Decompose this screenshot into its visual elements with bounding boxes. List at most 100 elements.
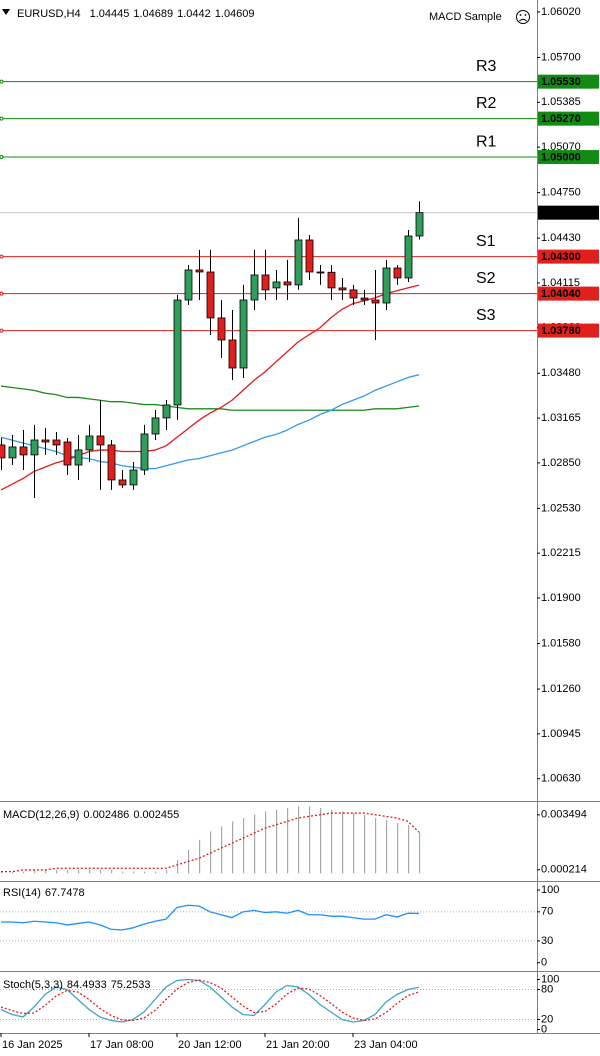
candle-body	[393, 267, 402, 279]
y-tick-label: 70	[541, 906, 553, 918]
y-tick-label: 1.01260	[541, 683, 581, 695]
level-name: R2	[476, 95, 497, 112]
candle-body	[63, 441, 72, 466]
candle-body	[0, 444, 6, 459]
macd-bar	[133, 871, 135, 874]
y-tick-label: 1.04750	[541, 187, 581, 199]
level-price-box	[538, 286, 599, 301]
y-tick-label: 1.05070	[541, 141, 581, 153]
icon-eye	[519, 14, 522, 16]
candle-body	[294, 239, 303, 286]
macd-bar	[419, 831, 421, 874]
menu-arrow[interactable]	[2, 9, 10, 15]
level-name: R3	[476, 58, 497, 75]
y-tick-label: 1.05700	[541, 51, 581, 63]
open: 1.04445	[90, 8, 130, 20]
level-price-box	[538, 74, 599, 89]
x-tick-label: 21 Jan 20:00	[266, 1039, 330, 1051]
rsi-line	[1, 904, 420, 931]
candle-body	[96, 435, 105, 446]
candle-body	[382, 267, 391, 304]
y-tick-label: 0.003494	[541, 809, 587, 821]
candle-body	[371, 299, 380, 304]
level-price-label: 1.05270	[541, 113, 581, 125]
macd-bar	[67, 869, 69, 874]
candle-body	[338, 287, 347, 291]
high: 1.04689	[133, 8, 173, 20]
level-price-label: 1.05000	[541, 151, 581, 163]
macd-bar	[331, 809, 333, 874]
macd-bar	[353, 813, 355, 874]
candle-body	[19, 446, 28, 456]
macd-signal	[1, 812, 420, 873]
icon-eye	[524, 14, 527, 16]
macd-name: MACD(12,26,9)	[3, 809, 79, 821]
y-tick-label: 0	[541, 1023, 547, 1035]
rsi-title: RSI(14) 67.7478	[3, 887, 85, 899]
stoch-signal-value: 75.2533	[111, 979, 151, 991]
candle-body	[52, 439, 61, 446]
level-anchor	[0, 291, 4, 296]
macd-bar	[232, 821, 234, 874]
macd-bar	[23, 871, 25, 874]
y-tick-label: 20	[541, 1013, 553, 1025]
macd-bar	[287, 808, 289, 874]
candle-body	[206, 271, 215, 319]
expert-icon[interactable]	[516, 10, 530, 24]
stoch-name: Stoch(5,3,3)	[3, 979, 63, 991]
y-tick-label: 1.01580	[541, 637, 581, 649]
x-tick-label: 17 Jan 08:00	[90, 1039, 154, 1051]
close: 1.04609	[215, 8, 255, 20]
header: EURUSD,H4 1.04445 1.04689 1.0442 1.04609	[17, 8, 255, 20]
y-tick-label: 1.03165	[541, 412, 581, 424]
level-price-label: 1.03780	[541, 325, 581, 337]
y-tick-label: 0	[541, 957, 547, 969]
stoch-line	[0, 978, 420, 1023]
signal-value: 0.002455	[133, 809, 179, 821]
y-tick-label: 80	[541, 983, 553, 995]
level-price-box	[538, 111, 599, 126]
macd-bar	[364, 814, 366, 874]
candle-body	[173, 299, 182, 406]
macd-bar	[254, 814, 256, 874]
macd-bar	[144, 871, 146, 874]
macd-bar	[45, 869, 47, 874]
macd-bar	[1, 871, 3, 874]
y-tick-label: 1.00630	[541, 773, 581, 785]
y-tick-label: 1.00945	[541, 728, 581, 740]
level-price-label: 1.04300	[541, 251, 581, 263]
macd-bar	[408, 824, 410, 874]
level-anchor	[0, 254, 4, 259]
macd-bar	[320, 808, 322, 874]
candle-body	[195, 269, 204, 273]
current-price-label: 1.04609	[541, 207, 581, 219]
candle-body	[30, 439, 39, 456]
moving-average	[0, 385, 420, 411]
level-price-box	[538, 150, 599, 165]
candle-body	[41, 439, 50, 443]
rsi-name: RSI(14)	[3, 887, 41, 899]
stoch-title: Stoch(5,3,3) 84.4933 75.2533	[3, 979, 150, 991]
stoch-line	[0, 979, 420, 1022]
candle-body	[184, 269, 193, 301]
x-tick-label: 20 Jan 12:00	[178, 1039, 242, 1051]
macd-bar	[243, 818, 245, 874]
candle-body	[305, 239, 314, 273]
macd-bar	[122, 871, 124, 874]
level-anchor	[0, 116, 4, 121]
candle-body	[107, 444, 116, 481]
y-tick-label: 1.02215	[541, 547, 581, 559]
level-name: S1	[476, 233, 496, 250]
level-price-label: 1.04040	[541, 288, 581, 300]
macd-bar	[56, 869, 58, 874]
candle-body	[162, 404, 171, 419]
y-tick-label: 1.06020	[541, 6, 581, 18]
level-anchor	[0, 79, 4, 84]
candle-body	[129, 469, 138, 486]
y-tick-label: 1.04430	[541, 232, 581, 244]
macd-bar	[166, 869, 168, 874]
macd-bar	[221, 826, 223, 874]
